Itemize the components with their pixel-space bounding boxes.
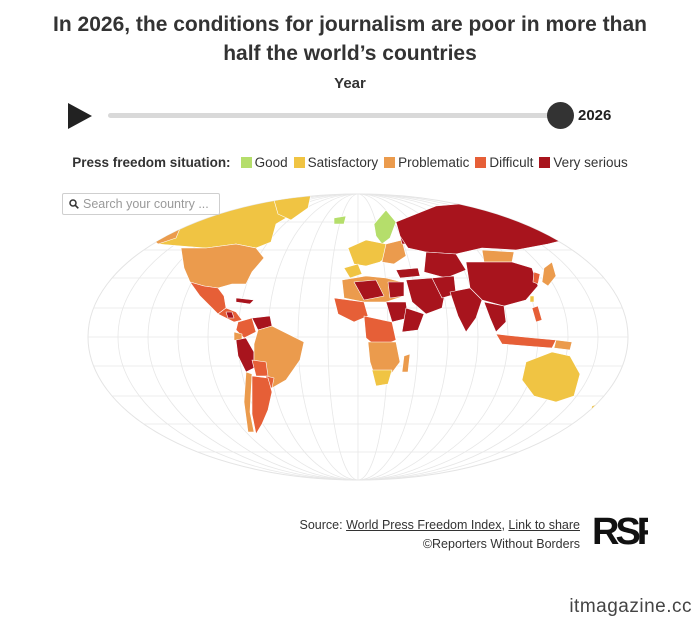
search-box[interactable] (62, 193, 220, 215)
legend-label: Difficult (489, 155, 534, 170)
year-slider-value: 2026 (578, 107, 612, 124)
scandinavia-shape[interactable] (373, 209, 397, 245)
legend-swatch (240, 157, 252, 168)
central-asia-shape[interactable] (423, 251, 467, 279)
legend-swatch (293, 157, 305, 168)
world-map[interactable] (86, 192, 631, 482)
chile-shape[interactable] (243, 371, 255, 433)
argentina-shape[interactable] (251, 375, 273, 435)
south-africa-shape[interactable] (371, 369, 393, 387)
australia-shape[interactable] (521, 351, 581, 403)
legend-item-very-serious[interactable]: Very serious (539, 155, 628, 170)
korea-shape[interactable] (532, 271, 541, 285)
southeast-asia-shape[interactable] (483, 301, 507, 333)
rsf-logo: RSF (592, 511, 648, 549)
algeria-libya-shape[interactable] (353, 279, 385, 301)
iceland-shape[interactable] (333, 215, 347, 225)
papua-shape[interactable] (553, 339, 573, 351)
taiwan-shape[interactable] (529, 295, 535, 303)
source-line: Source: World Press Freedom Index, Link … (299, 516, 580, 535)
west-africa-shape[interactable] (333, 297, 369, 323)
link-to-share[interactable]: Link to share (508, 518, 580, 532)
philippines-shape[interactable] (531, 305, 543, 323)
legend-item-satisfactory[interactable]: Satisfactory (293, 155, 379, 170)
legend-title: Press freedom situation: (72, 155, 231, 170)
east-africa-shape[interactable] (401, 307, 425, 333)
legend-swatch (475, 157, 487, 168)
source-prefix: Source: (299, 518, 343, 532)
search-input[interactable] (83, 197, 213, 211)
search-icon (69, 199, 79, 209)
legend-item-good[interactable]: Good (240, 155, 288, 170)
watermark: itmagazine.cc (569, 596, 692, 617)
source-block: Source: World Press Freedom Index, Link … (299, 516, 580, 554)
world-press-freedom-index-link[interactable]: World Press Freedom Index (346, 518, 502, 532)
copyright: ©Reporters Without Borders (422, 537, 580, 551)
turkey-shape[interactable] (395, 267, 421, 279)
mongolia-shape[interactable] (481, 249, 515, 263)
indonesia-shape[interactable] (495, 333, 557, 349)
legend-swatch (384, 157, 396, 168)
legend-label: Good (254, 155, 288, 170)
legend: Press freedom situation: Good Satisfacto… (0, 155, 700, 170)
year-slider-track[interactable] (108, 113, 560, 118)
play-icon[interactable] (66, 102, 94, 130)
legend-item-difficult[interactable]: Difficult (475, 155, 533, 170)
colombia-shape[interactable] (235, 317, 257, 339)
egypt-shape[interactable] (387, 281, 405, 299)
chart-title: In 2026, the conditions for journalism a… (0, 10, 700, 68)
legend-swatch (539, 157, 551, 168)
spain-shape[interactable] (343, 263, 363, 279)
legend-item-problematic[interactable]: Problematic (384, 155, 469, 170)
cuba-shape[interactable] (235, 297, 255, 305)
year-slider-thumb[interactable] (546, 102, 574, 129)
title-line-2: half the world’s countries (223, 42, 477, 65)
legend-label: Problematic (398, 155, 470, 170)
bolivia-shape[interactable] (251, 359, 269, 377)
source-separator: , (501, 518, 505, 532)
madagascar-shape[interactable] (401, 353, 411, 373)
india-shape[interactable] (449, 287, 483, 333)
legend-label: Very serious (553, 155, 628, 170)
japan-shape[interactable] (541, 261, 557, 287)
nicaragua-shape[interactable] (225, 311, 235, 319)
svg-text:RSF: RSF (592, 511, 648, 549)
eastern-europe-shape[interactable] (381, 239, 407, 265)
title-line-1: In 2026, the conditions for journalism a… (53, 13, 647, 36)
year-label: Year (334, 75, 366, 92)
legend-label: Satisfactory (307, 155, 379, 170)
